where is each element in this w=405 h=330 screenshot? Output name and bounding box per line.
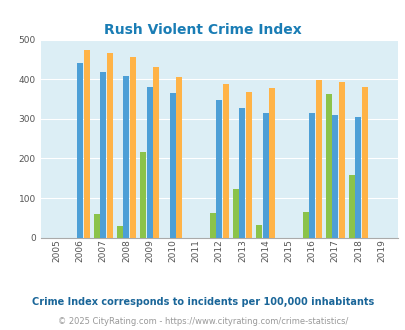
- Bar: [153, 67, 159, 238]
- Bar: [245, 92, 252, 238]
- Bar: [83, 50, 90, 238]
- Text: Crime Index corresponds to incidents per 100,000 inhabitants: Crime Index corresponds to incidents per…: [32, 297, 373, 307]
- Bar: [348, 175, 354, 238]
- Bar: [239, 108, 245, 238]
- Bar: [262, 113, 268, 238]
- Bar: [331, 115, 337, 238]
- Bar: [140, 152, 146, 238]
- Bar: [117, 226, 123, 238]
- Bar: [77, 63, 83, 238]
- Bar: [308, 113, 314, 238]
- Bar: [216, 100, 222, 238]
- Bar: [222, 84, 228, 238]
- Bar: [315, 81, 321, 238]
- Bar: [176, 77, 182, 238]
- Text: Rush Violent Crime Index: Rush Violent Crime Index: [104, 23, 301, 37]
- Bar: [325, 94, 331, 238]
- Text: © 2025 CityRating.com - https://www.cityrating.com/crime-statistics/: © 2025 CityRating.com - https://www.city…: [58, 317, 347, 326]
- Bar: [123, 76, 129, 238]
- Bar: [100, 73, 106, 238]
- Bar: [269, 87, 275, 238]
- Bar: [146, 87, 152, 238]
- Bar: [256, 224, 262, 238]
- Bar: [338, 82, 344, 238]
- Bar: [130, 57, 136, 238]
- Bar: [354, 117, 360, 238]
- Bar: [232, 189, 239, 238]
- Bar: [107, 53, 113, 238]
- Bar: [361, 87, 367, 238]
- Bar: [94, 214, 100, 238]
- Bar: [169, 93, 175, 238]
- Bar: [209, 213, 215, 238]
- Bar: [302, 212, 308, 238]
